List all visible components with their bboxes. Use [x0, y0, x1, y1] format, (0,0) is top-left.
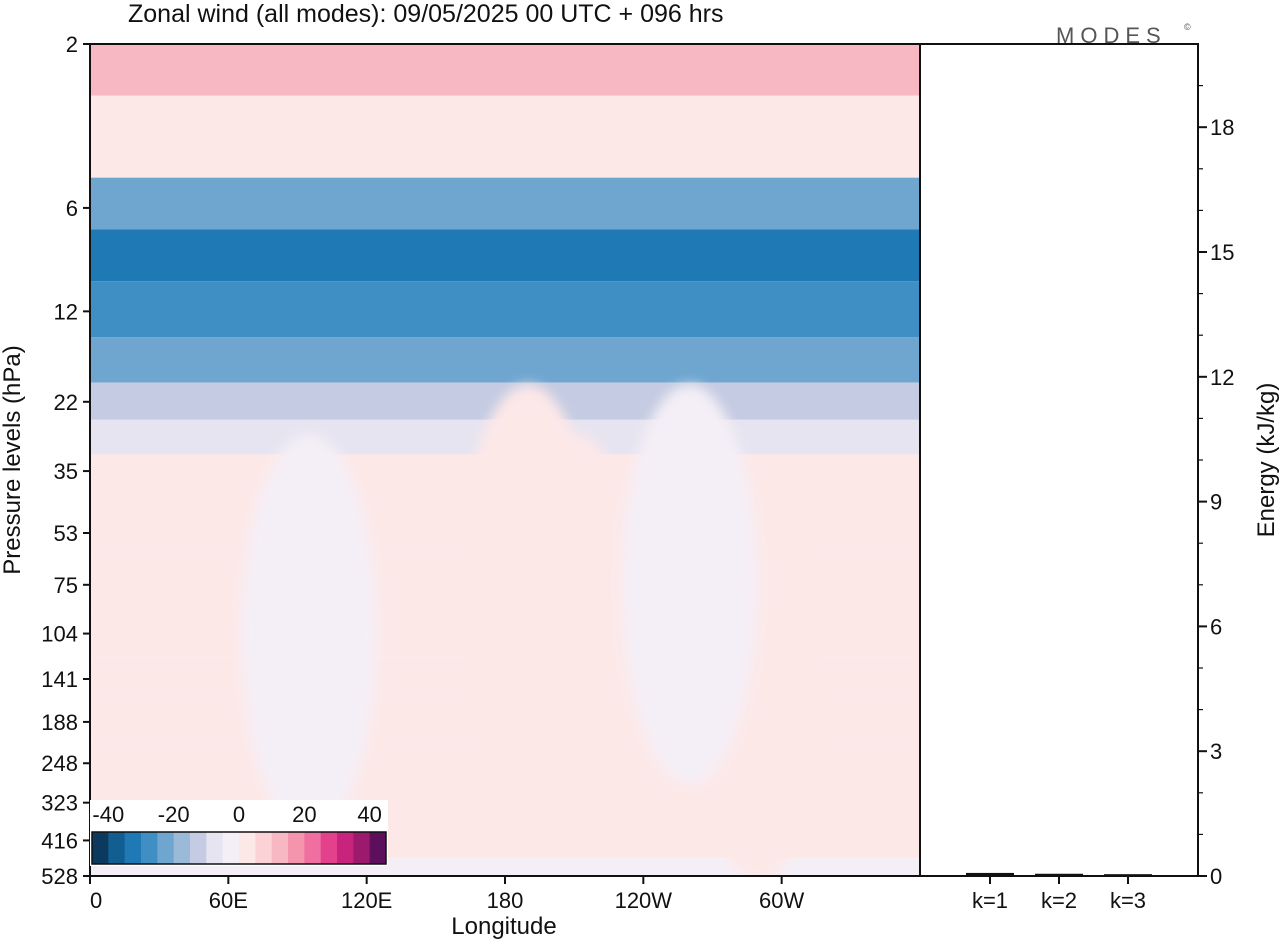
pressure-tick-label: 6	[66, 196, 78, 221]
colorbar-swatch	[239, 832, 256, 864]
wind-band	[90, 281, 920, 338]
energy-tick-label: 3	[1210, 739, 1222, 764]
longitude-ticks: 0 60E 120E 180 120W 60W	[89, 876, 805, 913]
modes-logo-mark: ©	[1184, 22, 1191, 32]
wavenumber-tick-label: k=3	[1110, 888, 1146, 913]
colorbar-swatch	[190, 832, 207, 864]
x-axis-label: Longitude	[451, 913, 556, 940]
wind-feature	[241, 433, 378, 834]
chart-title: Zonal wind (all modes): 09/05/2025 00 UT…	[128, 0, 723, 28]
colorbar-swatch	[337, 832, 354, 864]
longitude-tick-label: 180	[487, 888, 524, 913]
pressure-tick-label: 35	[54, 459, 78, 484]
colorbar-swatch	[222, 832, 240, 864]
longitude-tick-label: 60W	[759, 888, 804, 913]
longitude-tick-label: 60E	[209, 888, 248, 913]
wind-band	[90, 229, 920, 282]
energy-tick-label: 15	[1210, 240, 1234, 265]
wind-band	[90, 337, 920, 383]
colorbar-swatch	[92, 832, 109, 864]
energy-bar	[1035, 873, 1083, 876]
pressure-tick-label: 75	[54, 573, 78, 598]
energy-tick-label: 12	[1210, 365, 1234, 390]
pressure-tick-label: 2	[66, 32, 78, 57]
energy-tick-label: 9	[1210, 490, 1222, 515]
colorbar-swatch	[369, 832, 387, 864]
energy-axis-label: Energy (kJ/kg)	[1253, 383, 1280, 538]
pressure-tick-label: 104	[41, 622, 78, 647]
colorbar: -40 -20 0 20 40	[90, 800, 388, 866]
energy-tick-label: 6	[1210, 614, 1222, 639]
colorbar-tick-label: 0	[233, 802, 245, 827]
energy-tick-label: 0	[1210, 864, 1222, 889]
colorbar-swatch	[353, 832, 371, 864]
longitude-tick-label: 0	[90, 888, 102, 913]
colorbar-swatch	[173, 832, 191, 864]
wind-feature	[621, 384, 758, 785]
pressure-ticks: 2 6 12 22 35 53 75 104 141 188 248 323 416 528	[41, 32, 90, 889]
pressure-tick-label: 528	[41, 864, 78, 889]
energy-bar	[1104, 874, 1152, 877]
energy-tick-label: 18	[1210, 115, 1234, 140]
pressure-tick-label: 12	[54, 299, 78, 324]
longitude-tick-label: 120W	[615, 888, 673, 913]
colorbar-tick-label: 20	[292, 802, 316, 827]
colorbar-swatch	[255, 832, 273, 864]
wind-band	[90, 95, 920, 178]
colorbar-swatch	[288, 832, 305, 864]
energy-bar	[966, 872, 1014, 876]
colorbar-tick-label: 40	[357, 802, 381, 827]
colorbar-tick-label: -20	[158, 802, 190, 827]
colorbar-swatch	[141, 832, 158, 864]
colorbar-swatch	[157, 832, 175, 864]
wind-features	[241, 384, 827, 876]
longitude-tick-label: 120E	[341, 888, 392, 913]
colorbar-swatch	[206, 832, 224, 864]
energy-bars	[966, 872, 1152, 877]
wind-heatmap	[90, 44, 920, 876]
pressure-tick-label: 22	[54, 390, 78, 415]
wavenumber-tick-label: k=2	[1041, 888, 1077, 913]
colorbar-swatch	[320, 832, 338, 864]
pressure-tick-label: 248	[41, 751, 78, 776]
colorbar-swatch	[271, 832, 289, 864]
energy-frame	[919, 43, 1199, 877]
colorbar-swatch	[108, 832, 126, 864]
pressure-tick-label: 188	[41, 710, 78, 735]
wavenumber-ticks: k=1 k=2 k=3	[972, 876, 1146, 913]
wind-feature	[460, 384, 597, 785]
wind-band	[90, 44, 920, 96]
pressure-tick-label: 53	[54, 521, 78, 546]
colorbar-tick-label: -40	[92, 802, 124, 827]
energy-ticks: 0 3 6 9 12 15 18	[1198, 84, 1234, 889]
colorbar-outline	[91, 831, 387, 865]
pressure-tick-label: 141	[41, 667, 78, 692]
wind-band	[90, 177, 920, 230]
pressure-tick-label: 323	[41, 791, 78, 816]
wavenumber-tick-label: k=1	[972, 888, 1008, 913]
colorbar-swatch	[304, 832, 322, 864]
y-axis-label: Pressure levels (hPa)	[0, 345, 26, 574]
pressure-tick-label: 416	[41, 828, 78, 853]
colorbar-swatch	[124, 832, 142, 864]
